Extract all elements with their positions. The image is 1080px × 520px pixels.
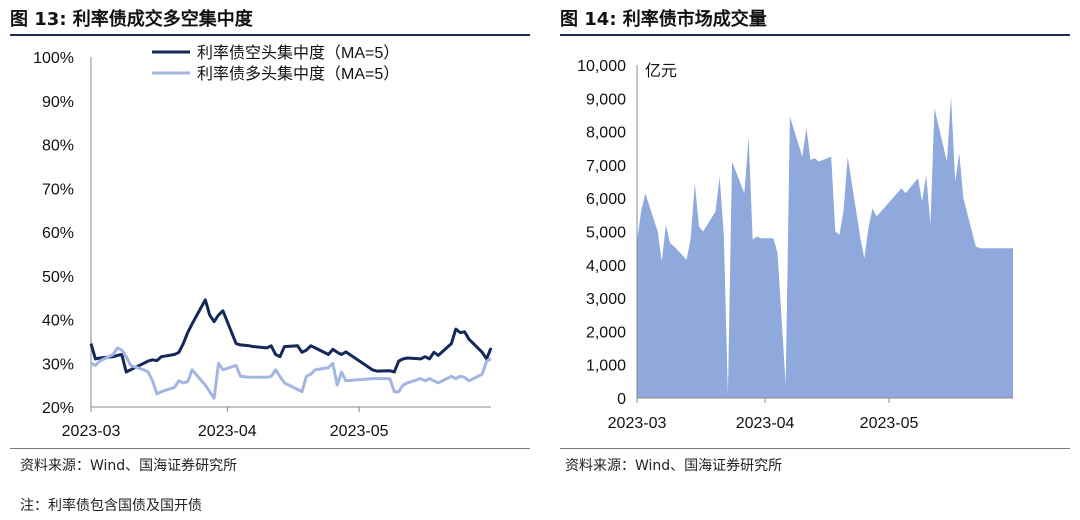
right-chart-title: 图 14: 利率债市场成交量	[560, 9, 767, 30]
right-source-text: 资料来源：Wind、国海证券研究所	[565, 458, 783, 474]
right-y-tick-label: 6,000	[586, 191, 626, 208]
left-y-tick-label: 30%	[42, 356, 74, 373]
left-source-rule	[10, 448, 530, 449]
right-y-tick-label: 4,000	[586, 258, 626, 275]
left-y-tick-label: 40%	[42, 313, 74, 330]
footnote: 注：利率债包含国债及国开债	[20, 498, 202, 514]
left-y-tick-label: 90%	[42, 94, 74, 111]
left-y-tick-label: 20%	[42, 400, 74, 417]
right-y-unit-label: 亿元	[645, 62, 677, 80]
right-y-tick-label: 0	[617, 391, 626, 408]
left-y-tick-label: 60%	[42, 225, 74, 242]
left-x-tick-label: 2023-03	[62, 423, 121, 440]
left-x-tick-label: 2023-04	[198, 423, 257, 440]
right-y-tick-label: 9,000	[586, 91, 626, 108]
right-y-tick-label: 10,000	[577, 58, 626, 75]
volume-area	[637, 96, 1013, 398]
right-y-tick-label: 1,000	[586, 358, 626, 375]
concentration-line-chart: 20% 30% 40% 50% 60% 70% 80% 90% 100% 2023-03 2023-…	[33, 44, 493, 440]
short-concentration-line	[89, 298, 493, 374]
left-chart-header: 图 13: 利率债成交多空集中度	[10, 0, 530, 36]
right-source-rule	[560, 448, 1070, 449]
left-x-tick-label: 2023-05	[330, 423, 389, 440]
left-y-tick-label: 50%	[42, 269, 74, 286]
left-source-text: 资料来源：Wind、国海证券研究所	[20, 458, 238, 474]
right-y-tick-label: 3,000	[586, 291, 626, 308]
right-x-tick-label: 2023-05	[860, 415, 919, 432]
long-concentration-line	[90, 346, 492, 400]
right-y-tick-label: 7,000	[586, 158, 626, 175]
left-y-tick-label: 70%	[42, 181, 74, 198]
right-y-tick-label: 8,000	[586, 125, 626, 142]
right-x-tick-label: 2023-04	[736, 415, 795, 432]
legend-label-long: 利率债多头集中度（MA=5）	[197, 65, 399, 83]
volume-area-chart: 0 1,000 2,000 3,000 4,000 5,000 6,000 7,000 8,00…	[577, 58, 1013, 432]
left-y-tick-label: 100%	[33, 50, 74, 67]
left-y-tick-label: 80%	[42, 138, 74, 155]
right-chart-header: 图 14: 利率债市场成交量	[560, 0, 1070, 36]
right-x-tick-label: 2023-03	[608, 415, 667, 432]
right-y-tick-label: 2,000	[586, 324, 626, 341]
right-y-tick-label: 5,000	[586, 225, 626, 242]
left-chart-title: 图 13: 利率债成交多空集中度	[10, 9, 253, 30]
legend-label-short: 利率债空头集中度（MA=5）	[197, 44, 399, 62]
